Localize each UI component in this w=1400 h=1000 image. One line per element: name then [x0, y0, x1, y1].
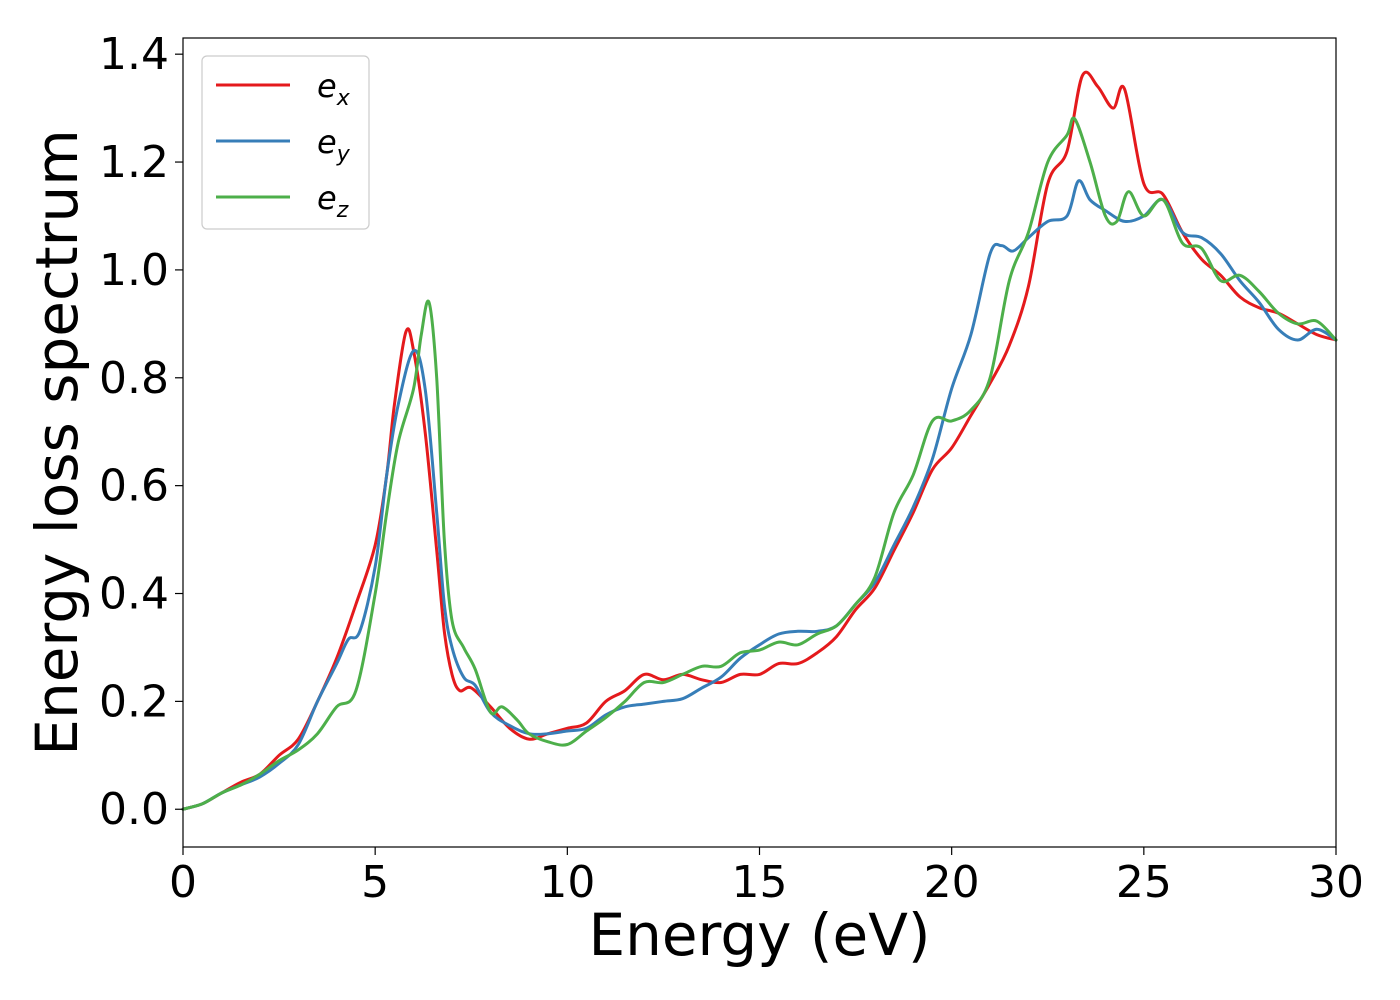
x-tick-label: 5	[361, 857, 389, 908]
legend: ex ey ez	[201, 55, 370, 230]
y-axis-title: Energy loss spectrum	[23, 129, 91, 755]
y-tick-label: 1.0	[99, 245, 169, 296]
x-tick-label: 20	[924, 857, 980, 908]
series-layer	[181, 70, 1338, 811]
y-tick-label: 0.0	[99, 784, 169, 835]
y-tick-label: 1.4	[99, 29, 169, 80]
y-tick-label: 0.2	[99, 676, 169, 727]
series-line-e-z	[181, 116, 1338, 811]
y-tick-label: 0.8	[99, 353, 169, 404]
x-axis-ticks: 0 5 10 15 20 25 30	[169, 847, 1364, 908]
x-tick-label: 30	[1308, 857, 1364, 908]
y-tick-label: 0.4	[99, 569, 169, 620]
legend-label-e-x: ex	[317, 67, 351, 111]
legend-label-e-y: ey	[317, 123, 351, 167]
x-tick-label: 15	[732, 857, 788, 908]
x-tick-label: 10	[539, 857, 595, 908]
x-tick-label: 25	[1116, 857, 1172, 908]
x-tick-label: 0	[169, 857, 197, 908]
y-tick-label: 1.2	[99, 137, 169, 188]
x-axis-title: Energy (eV)	[588, 901, 930, 969]
y-tick-label: 0.6	[99, 461, 169, 512]
legend-label-e-z: ez	[317, 179, 349, 223]
y-axis-ticks: 0.0 0.2 0.4 0.6 0.8 1.0 1.2 1.4	[99, 29, 183, 835]
